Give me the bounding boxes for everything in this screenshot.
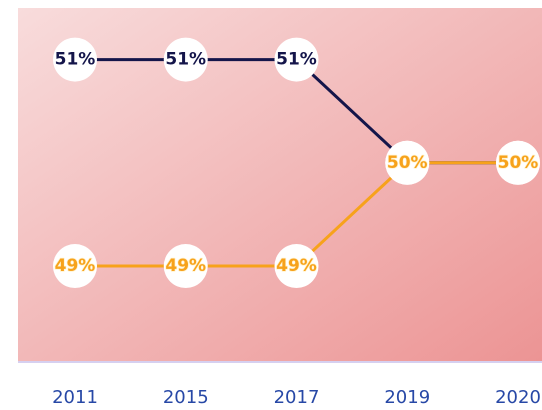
value-label: 50%: [387, 153, 428, 173]
value-label: 51%: [55, 50, 96, 70]
value-label: 50%: [498, 153, 539, 173]
point: [53, 244, 97, 289]
x-tick-label: 2019: [384, 387, 430, 408]
value-label: 51%: [165, 50, 206, 70]
point: [496, 140, 540, 185]
x-tick-label: 2011: [52, 387, 98, 408]
point: [163, 37, 208, 82]
value-label: 49%: [165, 256, 206, 276]
value-label: 49%: [276, 256, 317, 276]
value-label: 50%: [498, 153, 539, 173]
x-tick-label: 2015: [163, 387, 209, 408]
point: [274, 37, 319, 82]
x-tick-label: 2017: [274, 387, 320, 408]
point: [163, 244, 208, 289]
point: [53, 37, 97, 82]
value-label: 51%: [276, 50, 317, 70]
x-tick-label: 2020: [495, 387, 541, 408]
point: [274, 244, 319, 289]
value-label: 50%: [387, 153, 428, 173]
value-label: 49%: [55, 256, 96, 276]
point: [385, 140, 430, 185]
